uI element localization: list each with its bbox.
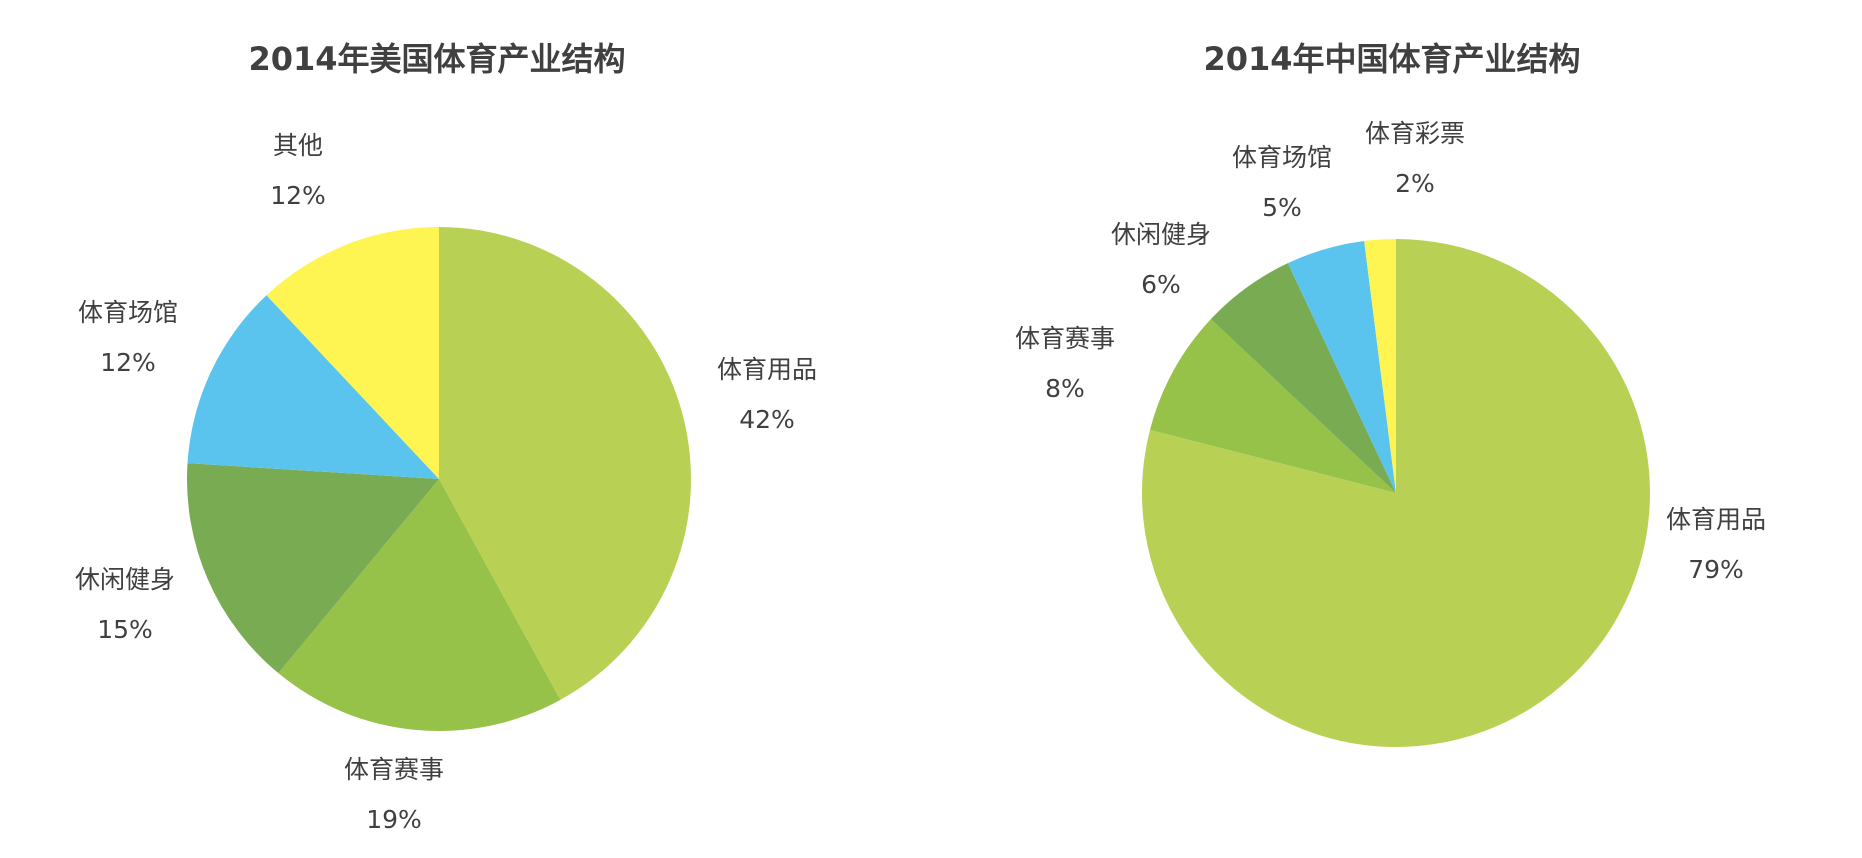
slice-label: 其他: [273, 131, 323, 160]
slice-label: 体育用品: [717, 355, 817, 384]
slice-value-label: 42%: [739, 405, 795, 434]
pie-slice: [278, 479, 561, 731]
slice-label: 体育场馆: [1232, 143, 1332, 172]
slice-value-label: 12%: [270, 181, 326, 210]
chart-title: 2014年中国体育产业结构: [1203, 40, 1580, 78]
slice-label: 体育用品: [1666, 505, 1766, 534]
slice-label: 体育场馆: [78, 298, 178, 327]
pie-slice: [187, 295, 439, 479]
slice-label: 休闲健身: [75, 565, 175, 594]
slice-label: 体育赛事: [344, 755, 444, 784]
pie-slice: [1364, 239, 1396, 493]
pie-slice: [439, 227, 692, 700]
slice-value-label: 19%: [366, 805, 422, 834]
slice-value-label: 5%: [1262, 193, 1302, 222]
slice-value-label: 79%: [1688, 555, 1744, 584]
slice-value-label: 12%: [100, 348, 156, 377]
chart-title: 2014年美国体育产业结构: [248, 40, 625, 78]
pie-slice: [1149, 319, 1396, 493]
pie-slice: [187, 463, 439, 674]
slice-label: 体育彩票: [1365, 119, 1465, 148]
pie-slice: [1287, 241, 1396, 493]
slice-label: 体育赛事: [1015, 324, 1115, 353]
slice-value-label: 8%: [1045, 374, 1085, 403]
slice-value-label: 15%: [97, 615, 153, 644]
slice-value-label: 2%: [1395, 169, 1435, 198]
pie-slice: [266, 227, 439, 479]
slice-value-label: 6%: [1141, 270, 1181, 299]
pie-slice: [1210, 263, 1396, 493]
slice-label: 休闲健身: [1111, 220, 1211, 249]
